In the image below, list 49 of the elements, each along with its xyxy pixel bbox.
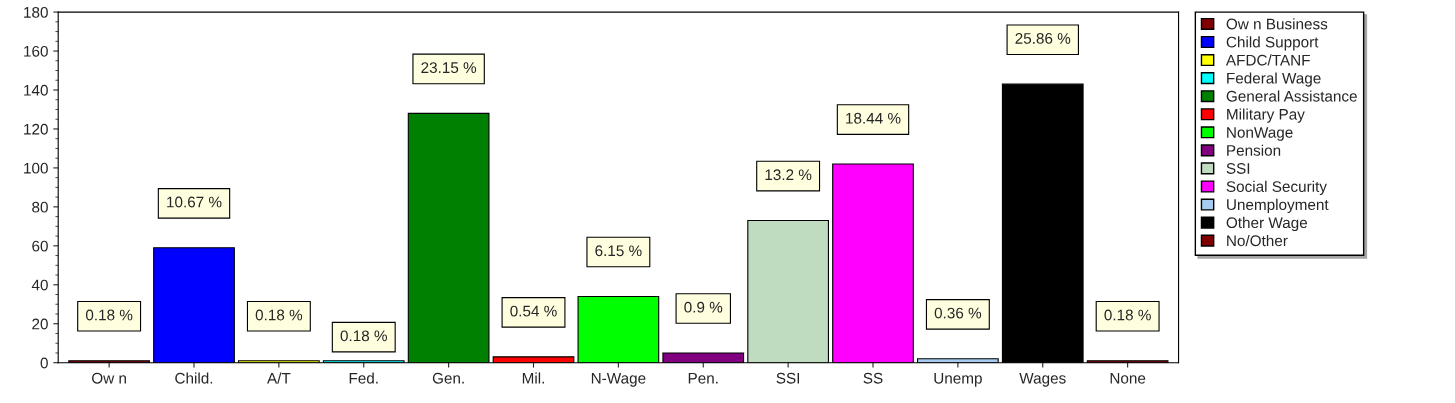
legend-label: Federal Wage	[1227, 72, 1321, 87]
legend-label: Social Security	[1226, 180, 1327, 195]
annotation: 0.36 %	[934, 307, 982, 319]
annotation: 0.18 %	[85, 309, 133, 321]
annotation: 0.54 %	[510, 305, 557, 317]
annotation: 6.15 %	[595, 245, 642, 257]
annotation: 13.2 %	[765, 169, 812, 181]
legend-label: Military Pay	[1227, 108, 1305, 123]
x-tick-label: SS	[863, 372, 883, 384]
x-tick-label: Mil.	[522, 372, 544, 384]
x-tick-label: Pen.	[688, 372, 718, 384]
y-tick-label: 60	[32, 240, 48, 252]
y-tick-label: 120	[24, 123, 48, 135]
x-tick-label: None	[1110, 372, 1146, 384]
x-tick-label: Fed.	[349, 372, 378, 384]
y-tick-label: 160	[24, 45, 48, 57]
y-tick-label: 40	[31, 279, 48, 291]
y-tick-label: 20	[32, 318, 48, 330]
legend-label: Other Wage	[1226, 216, 1308, 232]
annotation: 23.15 %	[421, 62, 477, 74]
legend-label: SSI	[1226, 163, 1250, 174]
legend-label: Unemployment	[1227, 198, 1329, 214]
annotation: 0.18 %	[255, 309, 303, 321]
annotation: 18.44 %	[846, 112, 901, 124]
x-tick-label: Child.	[175, 372, 213, 384]
x-tick-label: Wages	[1019, 372, 1066, 387]
legend-label: General Assistance	[1226, 90, 1357, 102]
annotation: 0.18 %	[1104, 309, 1151, 321]
x-tick-label: SSI	[776, 372, 800, 384]
x-tick-label: Ow n	[92, 372, 126, 384]
y-tick-label: 80	[32, 201, 48, 213]
x-tick-label: Gen.	[432, 372, 464, 384]
annotation: 0.9 %	[684, 301, 723, 313]
legend-label: Ow n Business	[1226, 18, 1328, 30]
annotation: 10.67 %	[167, 196, 222, 208]
x-tick-label: A/T	[267, 372, 291, 384]
x-tick-label: Unemp	[934, 372, 982, 387]
legend-label: NonWage	[1227, 127, 1293, 141]
legend-label: Child Support	[1226, 36, 1319, 51]
annotation: 25.86 %	[1015, 33, 1071, 44]
x-tick-label: N-Wage	[591, 372, 646, 387]
y-tick-label: 0	[40, 357, 48, 369]
annotation: 0.18 %	[340, 330, 387, 342]
legend-label: Pension	[1227, 144, 1281, 156]
y-tick-label: 100	[24, 162, 48, 174]
legend-label: AFDC/TANF	[1225, 54, 1310, 66]
y-tick-label: 140	[24, 84, 48, 96]
y-tick-label: 180	[24, 6, 48, 18]
legend-label: No/Other	[1227, 234, 1288, 247]
